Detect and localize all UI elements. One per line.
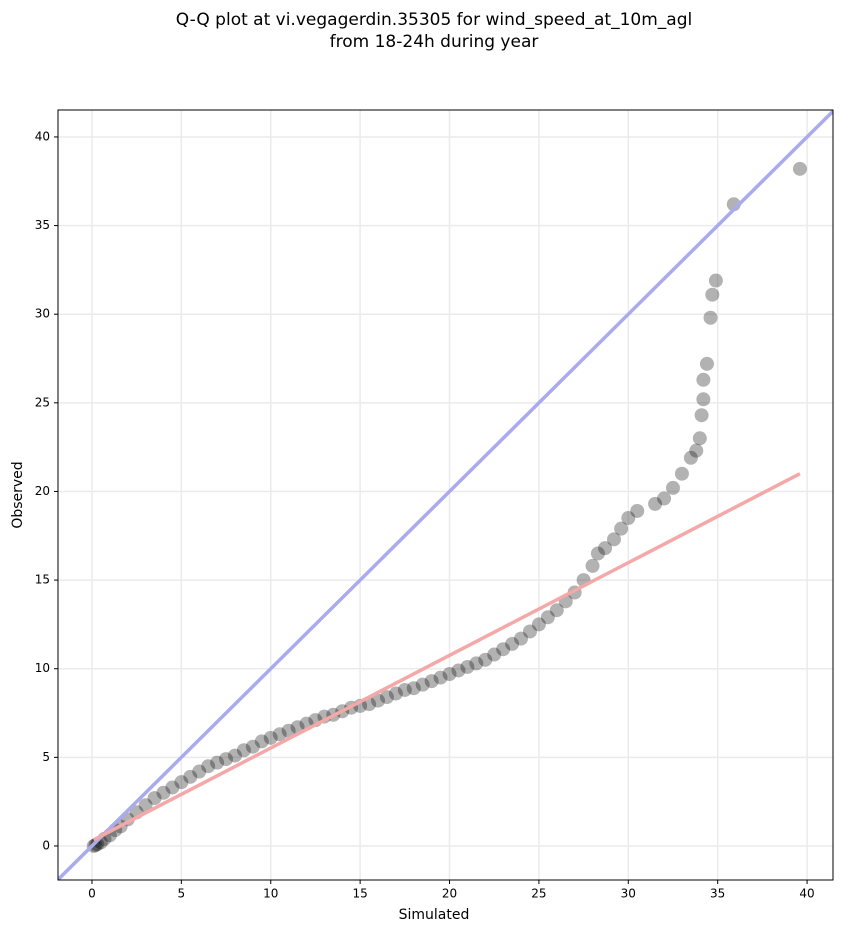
- point: [696, 392, 711, 407]
- point: [183, 769, 198, 784]
- y-tick-label: 35: [35, 218, 50, 232]
- point: [665, 480, 680, 495]
- point: [406, 681, 421, 696]
- point: [397, 682, 412, 697]
- plot-area: [58, 110, 833, 880]
- point: [694, 408, 709, 423]
- x-axis-label: Simulated: [399, 907, 470, 923]
- point: [371, 693, 386, 708]
- point: [648, 496, 663, 511]
- reference-line: [92, 472, 801, 842]
- grid: [58, 110, 833, 880]
- point: [705, 287, 720, 302]
- point: [708, 273, 723, 288]
- ticks: 0 5 10 15 20 25 30 35 40 0 5 10 15 20 25 30 35 40: [35, 129, 815, 900]
- y-tick-label: 25: [35, 395, 50, 409]
- point: [201, 759, 216, 774]
- point: [424, 674, 439, 689]
- point: [245, 739, 260, 754]
- point: [630, 503, 645, 518]
- point: [263, 730, 278, 745]
- point: [219, 752, 234, 767]
- plot-frame: [57, 109, 834, 881]
- y-tick-label: 30: [35, 307, 50, 321]
- point: [657, 491, 672, 506]
- point: [683, 450, 698, 465]
- y-tick-label: 40: [35, 129, 50, 143]
- point: [522, 624, 537, 639]
- chart-title: Q-Q plot at vi.vegagerdin.35305 for wind…: [176, 10, 692, 30]
- point: [598, 541, 613, 556]
- point: [379, 690, 394, 705]
- x-tick-label: 10: [263, 887, 278, 901]
- point: [514, 631, 529, 646]
- chart-title: from 18-24h during year: [330, 32, 539, 52]
- point: [531, 617, 546, 632]
- point: [433, 670, 448, 685]
- point: [590, 546, 605, 561]
- point: [281, 723, 296, 738]
- x-tick-label: 40: [799, 887, 814, 901]
- point: [689, 443, 704, 458]
- point: [487, 647, 502, 662]
- point: [138, 798, 153, 813]
- y-tick-label: 5: [42, 750, 50, 764]
- point: [147, 791, 162, 806]
- point: [699, 356, 714, 371]
- x-tick-label: 5: [178, 887, 186, 901]
- point: [174, 775, 189, 790]
- point: [192, 764, 207, 779]
- point: [451, 663, 466, 678]
- point: [696, 372, 711, 387]
- point: [272, 727, 287, 742]
- point: [388, 686, 403, 701]
- point: [442, 667, 457, 682]
- x-tick-label: 35: [710, 887, 725, 901]
- point: [621, 511, 636, 526]
- point: [227, 748, 242, 763]
- point: [505, 636, 520, 651]
- x-tick-label: 0: [88, 887, 96, 901]
- point: [156, 785, 171, 800]
- y-tick-label: 15: [35, 573, 50, 587]
- point: [478, 652, 493, 667]
- point: [540, 610, 555, 625]
- point: [210, 755, 225, 770]
- point: [692, 431, 707, 446]
- x-tick-label: 30: [621, 887, 636, 901]
- point: [469, 656, 484, 671]
- point: [236, 743, 251, 758]
- point: [614, 521, 629, 536]
- point: [606, 532, 621, 547]
- point: [703, 310, 718, 325]
- point: [254, 734, 269, 749]
- point: [415, 677, 430, 692]
- point: [88, 838, 103, 853]
- y-tick-label: 10: [35, 661, 50, 675]
- reference-line: [58, 110, 833, 880]
- point: [585, 558, 600, 573]
- point: [496, 642, 511, 657]
- point: [549, 603, 564, 618]
- x-tick-label: 20: [442, 887, 457, 901]
- x-tick-label: 15: [352, 887, 367, 901]
- point: [165, 780, 180, 795]
- x-tick-label: 25: [531, 887, 546, 901]
- point: [90, 837, 105, 852]
- y-axis-label: Observed: [10, 461, 26, 528]
- point: [460, 659, 475, 674]
- point: [674, 466, 689, 481]
- y-tick-label: 0: [42, 838, 50, 852]
- y-tick-label: 20: [35, 484, 50, 498]
- point: [792, 161, 807, 176]
